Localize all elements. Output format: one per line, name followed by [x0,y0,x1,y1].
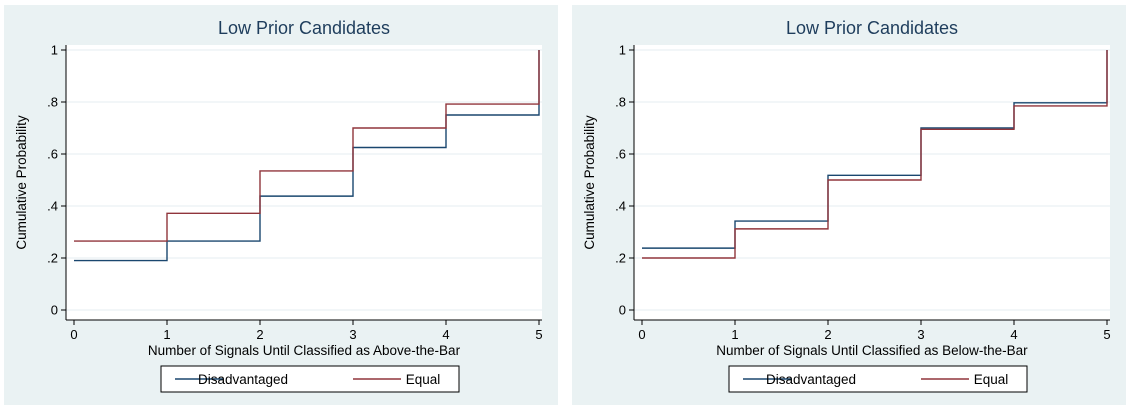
legend: Disadvantaged Equal [160,365,460,393]
y-tick-label: .8 [47,95,58,110]
y-tick-label: 0 [619,303,626,318]
series-line-equal [642,50,1108,259]
x-tick-label: 4 [1010,327,1017,342]
plot-area [66,45,542,320]
x-tick-label: 0 [70,327,77,342]
x-tick-label: 1 [731,327,738,342]
legend-label: Equal [974,372,1009,387]
y-axis-label: Cumulative Probability [14,115,29,250]
x-axis-label: Number of Signals Until Classified as Be… [716,343,1028,358]
chart-svg: Low Prior Candidates 0 .2 .4 .6 .8 1 0 1 2 3 4 5 Numb… [572,5,1126,405]
series-line-disadvantaged [74,50,540,262]
legend-label: Disadvantaged [766,372,856,387]
y-tick-label: .6 [615,147,626,162]
chart-panel-left: Low Prior Candidates 0 .2 .4 .6 .8 1 0 1 2 3 4 5 Numb… [4,5,558,405]
x-tick-label: 5 [535,327,542,342]
legend: Disadvantaged Equal [728,365,1028,393]
y-tick-label: .4 [615,199,626,214]
plot-area [634,45,1110,320]
x-tick-label: 1 [163,327,170,342]
series-line-equal [74,50,540,242]
y-tick-label: .6 [47,147,58,162]
x-tick-label: 3 [917,327,924,342]
y-tick-label: .2 [615,251,626,266]
y-tick-label: 1 [51,43,58,58]
chart-svg: Low Prior Candidates 0 .2 .4 .6 .8 1 0 1 2 3 4 5 Numb… [4,5,558,405]
chart-panel-right: Low Prior Candidates 0 .2 .4 .6 .8 1 0 1 2 3 4 5 Numb… [572,5,1126,405]
x-tick-label: 2 [824,327,831,342]
x-tick-label: 0 [638,327,645,342]
x-tick-label: 4 [442,327,449,342]
x-axis-label: Number of Signals Until Classified as Ab… [148,343,461,358]
y-axis-label: Cumulative Probability [582,115,597,250]
y-tick-label: .2 [47,251,58,266]
legend-label: Equal [406,372,441,387]
y-tick-label: 0 [51,303,58,318]
legend-label: Disadvantaged [198,372,288,387]
x-tick-label: 5 [1103,327,1110,342]
y-tick-label: 1 [619,43,626,58]
y-tick-label: .8 [615,95,626,110]
x-tick-label: 2 [256,327,263,342]
x-tick-label: 3 [349,327,356,342]
y-tick-label: .4 [47,199,58,214]
chart-title: Low Prior Candidates [786,18,958,38]
chart-title: Low Prior Candidates [218,18,390,38]
